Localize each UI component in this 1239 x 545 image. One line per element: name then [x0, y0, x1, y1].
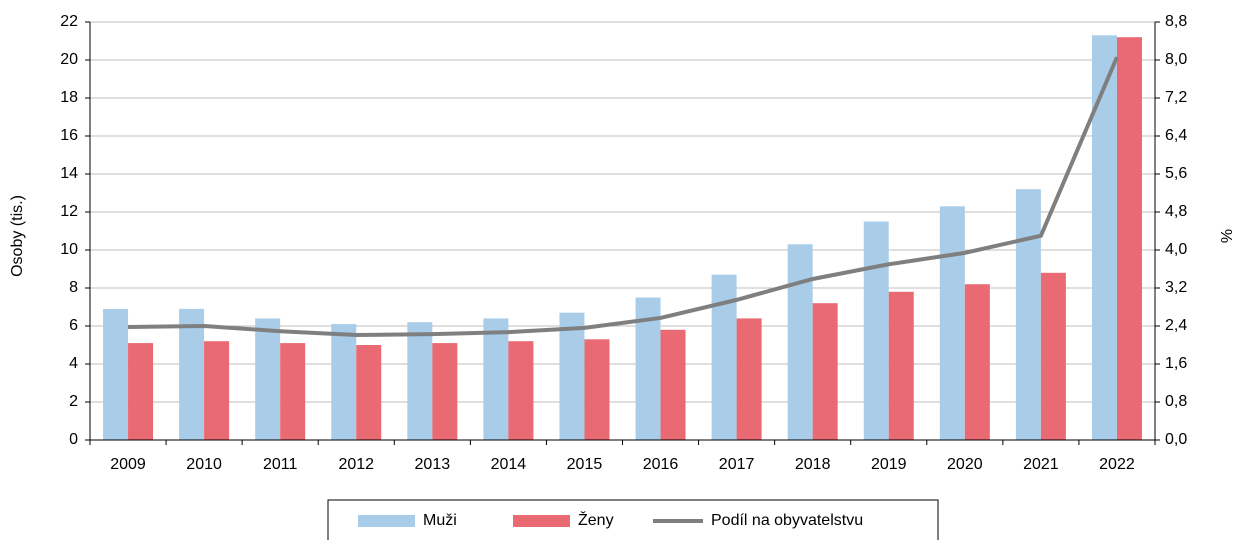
y-tick-label: 22 — [60, 13, 78, 30]
y-tick-label: 0 — [69, 431, 78, 448]
legend-label: Ženy — [578, 510, 614, 529]
bar — [559, 312, 585, 440]
bar — [1040, 272, 1066, 440]
y-tick-label: 12 — [60, 203, 78, 220]
y-tick-label: 18 — [60, 89, 78, 106]
bar — [1116, 37, 1142, 440]
bar — [331, 324, 357, 440]
bar — [939, 206, 965, 440]
y-tick-label: 16 — [60, 127, 78, 144]
x-tick-label: 2016 — [643, 456, 679, 473]
y-tick-label: 20 — [60, 51, 78, 68]
x-tick-label: 2021 — [1023, 456, 1059, 473]
y-tick-label: 4 — [69, 355, 78, 372]
bar — [179, 308, 205, 440]
y2-tick-label: 4,0 — [1165, 241, 1187, 258]
y2-tick-label: 8,8 — [1165, 13, 1187, 30]
x-tick-label: 2012 — [338, 456, 374, 473]
bar — [508, 341, 534, 440]
bar — [660, 329, 686, 440]
y-axis-label: Osoby (tis.) — [9, 195, 26, 277]
y-tick-label: 2 — [69, 393, 78, 410]
bar — [432, 343, 458, 440]
bar — [356, 345, 382, 440]
bar — [812, 303, 838, 440]
y2-tick-label: 1,6 — [1165, 355, 1187, 372]
y2-tick-label: 8,0 — [1165, 51, 1187, 68]
x-tick-label: 2018 — [795, 456, 831, 473]
y2-axis-label: % — [1219, 229, 1236, 243]
legend-swatch — [513, 515, 570, 527]
legend-swatch — [358, 515, 415, 527]
bar — [1015, 189, 1041, 440]
y-tick-label: 6 — [69, 317, 78, 334]
x-tick-label: 2011 — [263, 456, 298, 473]
bar — [128, 343, 154, 440]
legend-label: Podíl na obyvatelstvu — [711, 512, 863, 529]
y2-tick-label: 4,8 — [1165, 203, 1187, 220]
x-tick-label: 2013 — [415, 456, 451, 473]
bar — [736, 318, 762, 440]
bar — [584, 339, 610, 440]
x-tick-label: 2014 — [491, 456, 527, 473]
x-tick-label: 2017 — [719, 456, 755, 473]
bar — [888, 291, 914, 440]
y2-tick-label: 2,4 — [1165, 317, 1187, 334]
y-tick-label: 10 — [60, 241, 78, 258]
bar — [280, 343, 306, 440]
y2-tick-label: 0,8 — [1165, 393, 1187, 410]
x-tick-label: 2015 — [567, 456, 603, 473]
y-tick-label: 8 — [69, 279, 78, 296]
bar — [1091, 35, 1117, 441]
y-tick-label: 14 — [60, 165, 78, 182]
bar — [407, 322, 433, 440]
y2-tick-label: 6,4 — [1165, 127, 1187, 144]
bar — [964, 284, 990, 440]
line — [128, 56, 1119, 338]
y2-tick-label: 5,6 — [1165, 165, 1187, 182]
y2-tick-label: 0,0 — [1165, 431, 1187, 448]
bar — [483, 318, 509, 440]
legend-label: Muži — [423, 512, 457, 529]
x-tick-label: 2019 — [871, 456, 907, 473]
bar — [863, 221, 889, 440]
y2-tick-label: 7,2 — [1165, 89, 1187, 106]
x-tick-label: 2009 — [110, 456, 146, 473]
bar — [255, 318, 281, 440]
y2-tick-label: 3,2 — [1165, 279, 1187, 296]
bar — [787, 244, 813, 440]
x-tick-label: 2010 — [186, 456, 222, 473]
bar — [204, 341, 230, 440]
x-tick-label: 2022 — [1099, 456, 1135, 473]
bar — [103, 308, 129, 440]
x-tick-label: 2020 — [947, 456, 983, 473]
